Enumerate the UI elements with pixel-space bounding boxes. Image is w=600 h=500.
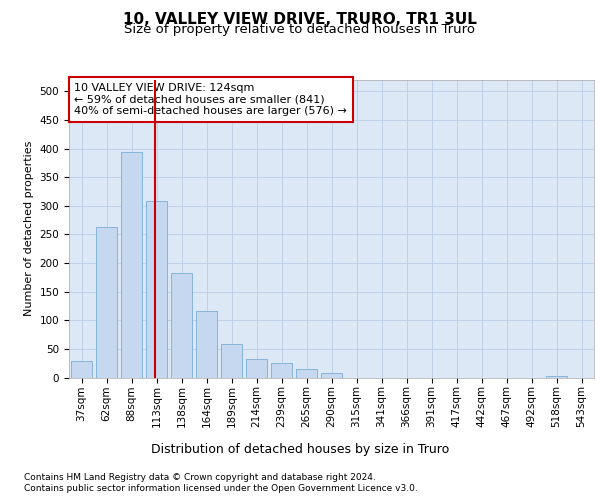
Text: Contains HM Land Registry data © Crown copyright and database right 2024.: Contains HM Land Registry data © Crown c… bbox=[24, 472, 376, 482]
Bar bbox=[296, 369, 317, 378]
Bar bbox=[321, 374, 342, 378]
Text: 10, VALLEY VIEW DRIVE, TRURO, TR1 3UL: 10, VALLEY VIEW DRIVE, TRURO, TR1 3UL bbox=[123, 12, 477, 28]
Bar bbox=[196, 310, 217, 378]
Bar bbox=[146, 200, 167, 378]
Bar bbox=[71, 361, 92, 378]
Bar bbox=[271, 362, 292, 378]
Bar bbox=[96, 227, 117, 378]
Y-axis label: Number of detached properties: Number of detached properties bbox=[24, 141, 34, 316]
Bar bbox=[121, 152, 142, 378]
Bar bbox=[546, 376, 567, 378]
Bar bbox=[246, 359, 267, 378]
Text: 10 VALLEY VIEW DRIVE: 124sqm
← 59% of detached houses are smaller (841)
40% of s: 10 VALLEY VIEW DRIVE: 124sqm ← 59% of de… bbox=[74, 83, 347, 116]
Text: Distribution of detached houses by size in Truro: Distribution of detached houses by size … bbox=[151, 442, 449, 456]
Bar bbox=[221, 344, 242, 378]
Text: Size of property relative to detached houses in Truro: Size of property relative to detached ho… bbox=[125, 24, 476, 36]
Bar bbox=[171, 273, 192, 378]
Text: Contains public sector information licensed under the Open Government Licence v3: Contains public sector information licen… bbox=[24, 484, 418, 493]
